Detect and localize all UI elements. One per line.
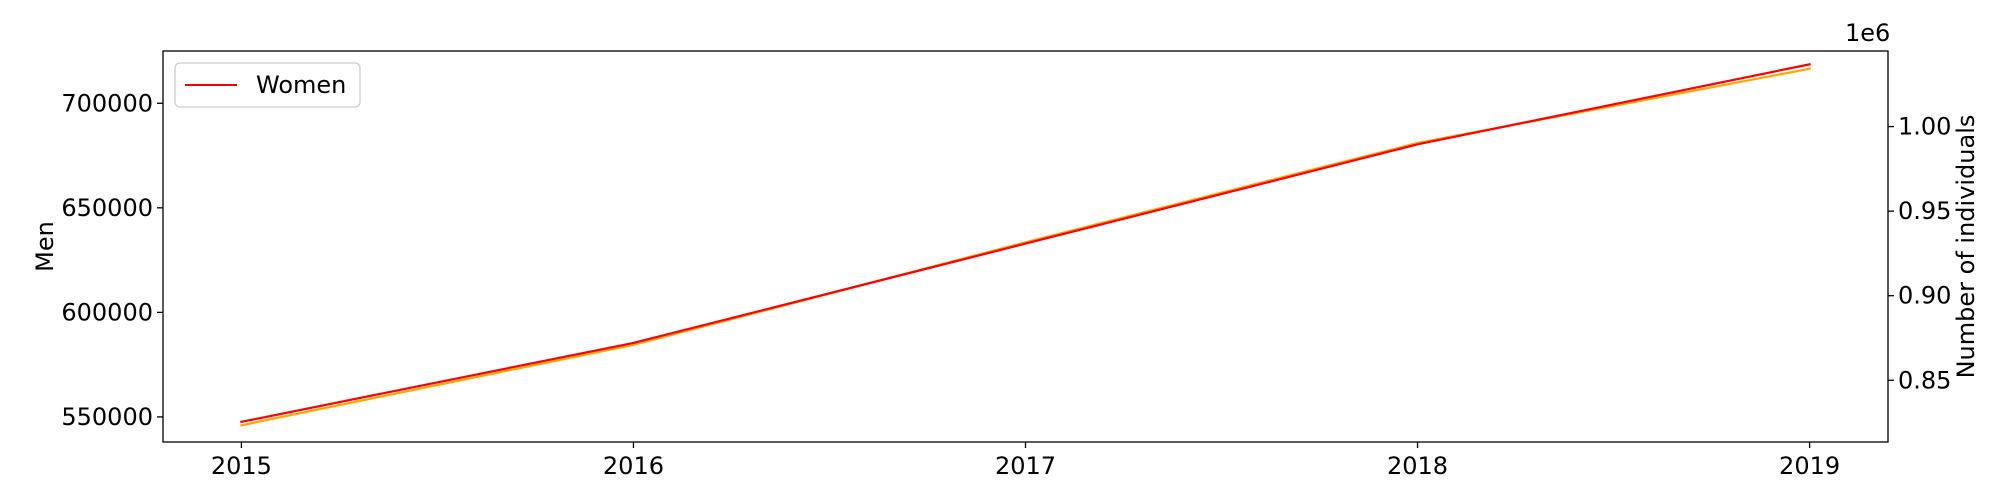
right-axis-offset-label: 1e6	[1845, 19, 1890, 47]
left-axis-title: Men	[31, 221, 59, 272]
x-tick-label: 2017	[995, 452, 1056, 480]
y-left-tick-label: 550000	[61, 403, 153, 431]
series-line-women	[240, 63, 1811, 424]
y-right-tick-label: 0.95	[1898, 197, 1951, 225]
y-right-tick-label: 1.00	[1898, 113, 1951, 141]
x-tick-label: 2016	[603, 452, 664, 480]
legend-label-women: Women	[256, 71, 346, 99]
x-tick-label: 2018	[1387, 452, 1448, 480]
y-left-tick-label: 650000	[61, 194, 153, 222]
y-axis-left: 550000 600000 650000 700000	[61, 89, 163, 431]
series-layer	[240, 63, 1811, 427]
y-left-tick-label: 600000	[61, 298, 153, 326]
y-right-tick-label: 0.85	[1898, 366, 1951, 394]
legend: Women	[174, 62, 361, 108]
x-axis: 2015 2016 2017 2018 2019	[211, 442, 1840, 480]
y-left-tick-label: 700000	[61, 89, 153, 117]
y-axis-right: 0.85 0.90 0.95 1.00	[1888, 113, 1951, 394]
right-axis-title: Number of individuals	[1952, 115, 1980, 379]
y-right-tick-label: 0.90	[1898, 282, 1951, 310]
x-tick-label: 2019	[1779, 452, 1840, 480]
x-tick-label: 2015	[211, 452, 272, 480]
legend-box	[174, 62, 361, 108]
